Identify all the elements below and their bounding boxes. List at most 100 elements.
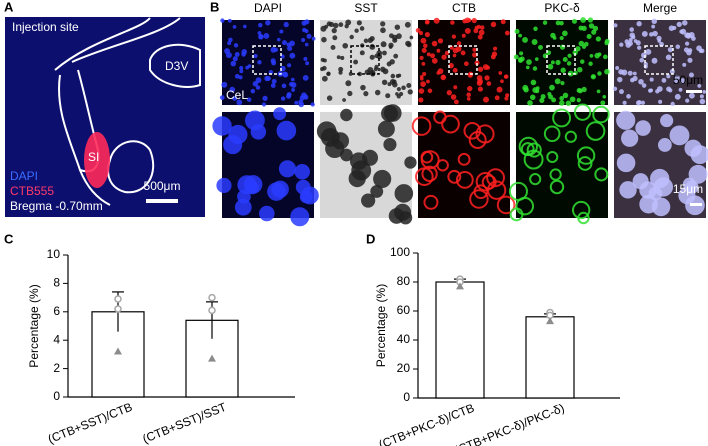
cell [699, 98, 706, 105]
cell [657, 138, 672, 152]
y-tick-label: 0 [53, 389, 60, 403]
cell [682, 62, 687, 67]
cell [616, 153, 636, 173]
cell [447, 169, 462, 184]
cell [639, 57, 645, 63]
cell [549, 84, 555, 91]
cell [522, 84, 529, 91]
cell [540, 94, 546, 100]
cell [316, 121, 337, 142]
cell [500, 79, 504, 84]
cell [279, 29, 284, 34]
cell [286, 42, 291, 47]
cell [571, 200, 591, 220]
cell [238, 75, 243, 80]
cell [469, 189, 489, 209]
cell [411, 116, 432, 136]
cell [338, 66, 344, 72]
cell [304, 29, 309, 34]
cell [451, 34, 457, 39]
cell [687, 57, 693, 63]
cell [483, 96, 489, 103]
cell [621, 129, 639, 147]
cell [498, 71, 503, 75]
cell [560, 81, 565, 86]
cell [286, 93, 292, 99]
y-tick-label: 2 [53, 361, 60, 375]
cell [427, 88, 433, 94]
region-label: SI [88, 150, 99, 164]
cell [220, 18, 225, 23]
cell [369, 35, 375, 42]
micrograph [516, 112, 608, 218]
column-header: PKC-δ [544, 1, 580, 15]
cell [576, 146, 596, 165]
cell [589, 54, 594, 58]
cell [401, 85, 406, 91]
cell [349, 34, 354, 40]
image-title: Injection site [12, 20, 79, 34]
cell [325, 138, 345, 159]
cell [233, 43, 239, 48]
cell [562, 30, 568, 37]
roi-box [448, 45, 478, 75]
cell [291, 88, 295, 92]
cell [392, 81, 398, 88]
cell [618, 69, 624, 75]
cell [688, 92, 695, 99]
cell [667, 47, 673, 53]
cell [236, 99, 243, 106]
cell [576, 97, 581, 103]
cell [560, 67, 566, 73]
cell [549, 179, 565, 195]
cell [669, 125, 690, 146]
cell [299, 95, 305, 101]
cell [420, 150, 434, 164]
cell [253, 53, 258, 59]
cell [530, 79, 537, 86]
cell [467, 85, 473, 92]
cell [477, 34, 483, 40]
cell [446, 90, 452, 96]
cell [575, 46, 581, 52]
cell [466, 92, 471, 98]
cell [433, 110, 447, 124]
cell [546, 151, 559, 164]
cell [651, 197, 671, 217]
cell [581, 86, 587, 93]
cell [290, 77, 295, 82]
cell [421, 165, 438, 182]
cell [239, 65, 244, 71]
cell [632, 173, 649, 190]
cell [221, 81, 228, 88]
cell [515, 196, 535, 216]
cell [622, 100, 627, 105]
cell [273, 107, 287, 121]
cell [684, 139, 702, 157]
cell [552, 108, 572, 128]
cell [550, 32, 556, 39]
cell [486, 168, 505, 188]
cell [539, 97, 545, 104]
cell [453, 99, 459, 105]
cell [290, 82, 297, 88]
cell [282, 71, 289, 78]
cell [382, 50, 387, 56]
cell [393, 53, 399, 59]
cell [437, 38, 444, 44]
cell [426, 52, 431, 57]
cell [373, 67, 378, 72]
cell [648, 32, 654, 37]
y-tick-label: 80 [397, 274, 411, 288]
cell [585, 121, 606, 141]
cell [294, 163, 311, 180]
cell [577, 211, 590, 225]
y-tick-label: 20 [397, 361, 411, 375]
cell [602, 94, 607, 99]
cell [373, 169, 392, 189]
cell [420, 37, 427, 44]
cell [526, 59, 532, 65]
cell [227, 41, 232, 46]
cell [234, 198, 252, 216]
cell [406, 42, 412, 48]
